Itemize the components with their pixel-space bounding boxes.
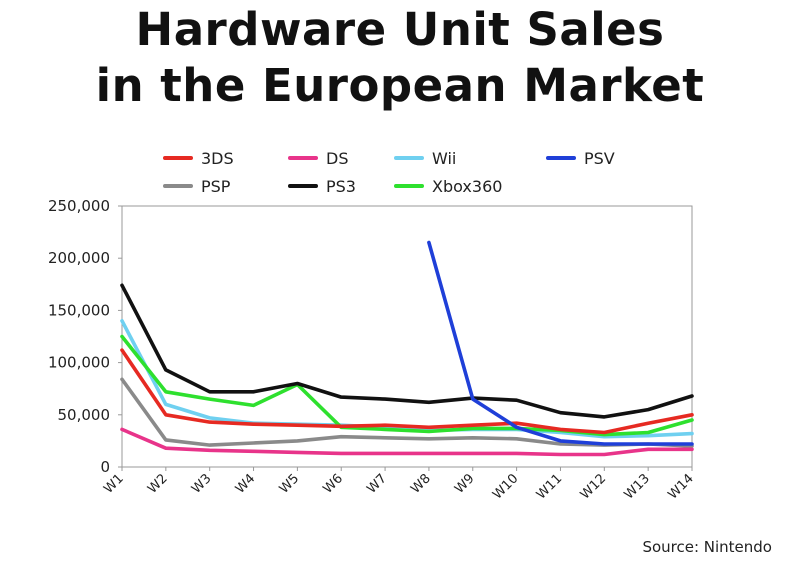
- legend-label-xbox360: Xbox360: [432, 177, 502, 196]
- series-line-psv: [427, 240, 694, 446]
- y-tick-label: 200,000: [48, 249, 110, 267]
- y-tick-label: 50,000: [58, 406, 111, 424]
- x-tick-label: W14: [665, 471, 696, 502]
- y-tick-label: 100,000: [48, 354, 110, 372]
- x-tick-label: W6: [321, 471, 347, 497]
- series-layer: [120, 240, 694, 457]
- legend-label-ps3: PS3: [326, 177, 356, 196]
- series-line-ds: [120, 427, 694, 457]
- y-tick-label: 0: [100, 458, 110, 476]
- chart-title-line-2: in the European Market: [95, 59, 705, 112]
- x-tick-label: W13: [622, 471, 653, 502]
- legend-label-psp: PSP: [201, 177, 231, 196]
- x-axis: W1 W2 W3 W4 W5 W6 W7 W8 W9 W10 W11 W12 W13 W14: [101, 467, 697, 503]
- x-tick-label: W9: [452, 471, 478, 497]
- source-credit: Source: Nintendo: [642, 538, 772, 556]
- legend-label-ds: DS: [326, 149, 348, 168]
- y-tick-label: 250,000: [48, 197, 110, 215]
- legend-label-3ds: 3DS: [201, 149, 234, 168]
- x-tick-label: W12: [578, 471, 609, 502]
- chart-title: Hardware Unit Sales in the European Mark…: [0, 2, 800, 114]
- x-tick-label: W4: [233, 471, 259, 497]
- chart-legend: 3DS DS Wii PSV PSP PS3 Xbox360: [163, 149, 615, 196]
- x-tick-label: W5: [277, 471, 303, 497]
- x-tick-label: W3: [189, 471, 215, 497]
- series-line-3ds: [120, 348, 694, 435]
- y-tick-label: 150,000: [48, 301, 110, 319]
- x-tick-label: W8: [408, 471, 434, 497]
- x-tick-label: W11: [534, 471, 565, 502]
- series-line-xbox360: [120, 334, 694, 437]
- x-tick-label: W10: [490, 471, 521, 502]
- legend-label-psv: PSV: [584, 149, 615, 168]
- chart-title-line-1: Hardware Unit Sales: [135, 3, 665, 56]
- legend-label-wii: Wii: [432, 149, 456, 168]
- y-axis: 0 50,000 100,000 150,000 200,000 250,000: [48, 197, 122, 476]
- series-line-ps3: [120, 283, 694, 419]
- x-tick-label: W7: [364, 471, 390, 497]
- x-tick-label: W2: [145, 471, 171, 497]
